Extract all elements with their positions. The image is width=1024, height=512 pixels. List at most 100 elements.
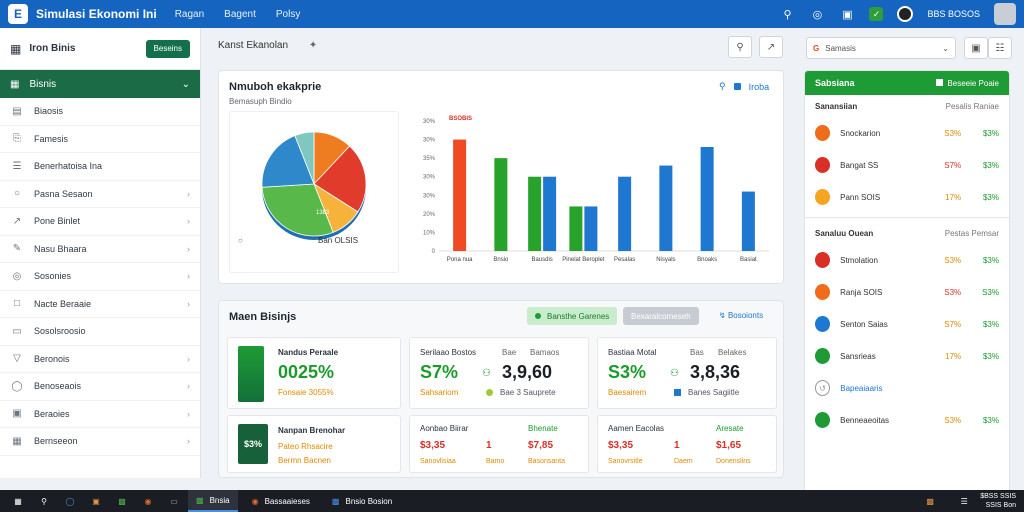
user-name[interactable]: BBS BOSOS (927, 9, 980, 19)
sidebar-item-9[interactable]: ▽ Beronois › (0, 346, 200, 373)
pie-inner-label: 1383 (316, 210, 330, 216)
bar[interactable] (584, 206, 598, 251)
kpi-card-2[interactable]: Bastiaa Motal Bas Belakes S3% ⚇ 3,8,36 B… (597, 337, 777, 409)
sidebar-item-8[interactable]: ▭ Sosolsroosio (0, 318, 200, 346)
sidebar-item-active[interactable]: ▦ Bisnis ⌄ (0, 70, 200, 98)
kpi-card-1[interactable]: Serilaao Bostos Bae Bamaos S7% ⚇ 3,9,60 … (409, 337, 589, 409)
chevron-right-icon: › (187, 298, 190, 309)
sidebar-item-11[interactable]: ▣ Beraoies › (0, 401, 200, 428)
bar[interactable] (618, 176, 632, 251)
business-link[interactable]: ↯ Bosoionts (719, 311, 763, 320)
chart-card-title: Nmuboh ekakprie (229, 81, 322, 93)
bar[interactable] (453, 139, 467, 251)
taskbar-task-0[interactable]: ▩ Bnsia (188, 490, 238, 512)
scenario-row[interactable]: Ranja SOIS S3% S3% (805, 276, 1009, 308)
taskbar-task-1-label: Bassaaieses (264, 496, 310, 506)
y-tick-label: 30% (423, 138, 436, 144)
nav-item-0[interactable]: Ragan (174, 8, 205, 20)
scenario-row[interactable]: Sansrieas 17% $3% (805, 340, 1009, 372)
scenario-row[interactable]: Stmolation S3% $3% (805, 244, 1009, 276)
square-icon (936, 78, 944, 86)
sidebar-item-1[interactable]: ⎘ Famesis (0, 126, 200, 153)
pie-slice[interactable] (313, 145, 367, 213)
section-1-title: Sanansiian (815, 101, 858, 111)
sidebar-item-5[interactable]: ✎ Nasu Bhaara › (0, 236, 200, 263)
kpi-card-5[interactable]: Aamen Eacolas Aresate $3,35 1 $1,65 Sano… (597, 415, 777, 473)
bar[interactable] (528, 176, 542, 251)
nav-item-1[interactable]: Bagent (224, 8, 256, 20)
search-icon[interactable]: ⚲ (41, 496, 47, 506)
tray-app-icon[interactable]: ▩ (926, 496, 934, 506)
sidebar-item-6[interactable]: ◎ Sosonies › (0, 263, 200, 291)
app-icon[interactable]: ▭ (170, 496, 178, 506)
kpi-card-3[interactable]: $3% Nanpan Brenohar Pateo Rhsacire Bermn… (227, 415, 401, 473)
sidebar-header-button[interactable]: Beseins (145, 39, 190, 58)
scenario-row[interactable]: ↺ Bapeaiaaris (805, 372, 1009, 404)
bar[interactable] (659, 165, 673, 251)
chart-card-actions: ⚲ Iroba (719, 81, 769, 92)
pie-chart: 1383 (261, 131, 367, 240)
kpi-4-s3: Basonsanta (528, 458, 565, 465)
taskbar-task-2[interactable]: ▩ Bnsio Bosion (324, 490, 400, 512)
scenario-row[interactable]: Benneaeoitas S3% $3% (805, 404, 1009, 436)
sidebar-item-4[interactable]: ↗ Pone Binlet › (0, 208, 200, 236)
sidebar-item-12[interactable]: ▦ Bernseeon › (0, 428, 200, 456)
chart-icon: ↗ (12, 215, 22, 227)
sidebar-item-10[interactable]: ◯ Benoseaois › (0, 373, 200, 401)
expand-button[interactable]: ↗ (759, 36, 783, 58)
scenario-row[interactable]: Senton Saias S7% $3% (805, 308, 1009, 340)
save-button[interactable]: ▣ (964, 37, 988, 59)
sidebar-item-3[interactable]: ○ Pasna Sesaon › (0, 181, 200, 208)
expand-icon: ↗ (766, 41, 776, 53)
profile-picture[interactable] (994, 3, 1016, 25)
nav-item-2[interactable]: Polsy (275, 8, 301, 20)
columns-button[interactable]: ☷ (988, 37, 1012, 59)
scenario-select[interactable]: G Samasis ⌄ (806, 37, 956, 59)
scenario-row[interactable]: Snockarion S3% $3% (805, 117, 1009, 149)
chart-action-label[interactable]: Iroba (748, 81, 770, 92)
pie-slice[interactable] (294, 131, 315, 185)
store-icon[interactable]: ▣ (92, 496, 100, 506)
bar[interactable] (494, 158, 508, 251)
kpi-card-4[interactable]: Aonbao Biirar Bhenate $3,35 1 $7,85 Sano… (409, 415, 589, 473)
bar[interactable] (543, 176, 557, 251)
notification-icon[interactable]: ✓ (869, 7, 884, 21)
app-logo-icon: E (8, 4, 28, 24)
y-tick-label: 20% (423, 212, 436, 218)
search-icon[interactable]: ⚲ (719, 81, 726, 91)
help-icon[interactable]: ◎ (812, 8, 823, 21)
search-icon[interactable]: ⚲ (783, 8, 792, 21)
scenario-dot-icon (815, 125, 831, 141)
avatar[interactable] (897, 6, 914, 22)
search-button[interactable]: ⚲ (728, 36, 752, 58)
sidebar-item-label: Bernseeon (34, 436, 78, 447)
scenario-row[interactable]: Bangat SS S7% $3% (805, 149, 1009, 181)
sidebar-item-7[interactable]: □ Nacte Beraaie › (0, 291, 200, 318)
kpi-5-label: Aamen Eacolas (608, 424, 665, 433)
taskbar-task-2-label: Bnsio Bosion (345, 496, 393, 506)
bar[interactable] (741, 191, 755, 251)
folder-icon[interactable]: ▩ (118, 496, 126, 506)
pie-slice[interactable] (261, 135, 315, 188)
windows-start-icon[interactable]: ▦ (14, 496, 22, 506)
legend-square-icon (733, 83, 741, 90)
mail-icon[interactable]: ▣ (842, 8, 853, 21)
pie-slice[interactable] (261, 183, 334, 237)
clock[interactable]: $BSS SSIS SSIS Bon (980, 492, 1016, 510)
scenario-row[interactable]: Pann SOIS 17% $3% (805, 181, 1009, 213)
bar[interactable] (569, 206, 583, 251)
browser-icon[interactable]: ◉ (144, 496, 152, 506)
chevron-right-icon: › (187, 188, 190, 199)
scenario-row-value-1: S7% (944, 319, 962, 329)
cortana-icon[interactable]: ◯ (65, 496, 75, 506)
sidebar-item-2[interactable]: ☰ Benerhatoisa Ina (0, 153, 200, 181)
sidebar-item-0[interactable]: ▤ Biaosis (0, 98, 200, 126)
network-icon[interactable]: ☰ (960, 496, 968, 506)
gray-action-button[interactable]: Bexaralcomeseh (623, 307, 699, 325)
kpi-5-label2: Aresate (716, 424, 744, 433)
kpi-1-label: Serilaao Bostos (420, 348, 477, 357)
bar[interactable] (700, 147, 714, 251)
green-action-button[interactable]: Bansthe Garenes (527, 307, 618, 325)
taskbar-task-1[interactable]: ◉ Bassaaieses (244, 490, 318, 512)
kpi-card-0[interactable]: Nandus Peraale 0025% Fonsaie 3055% (227, 337, 401, 409)
